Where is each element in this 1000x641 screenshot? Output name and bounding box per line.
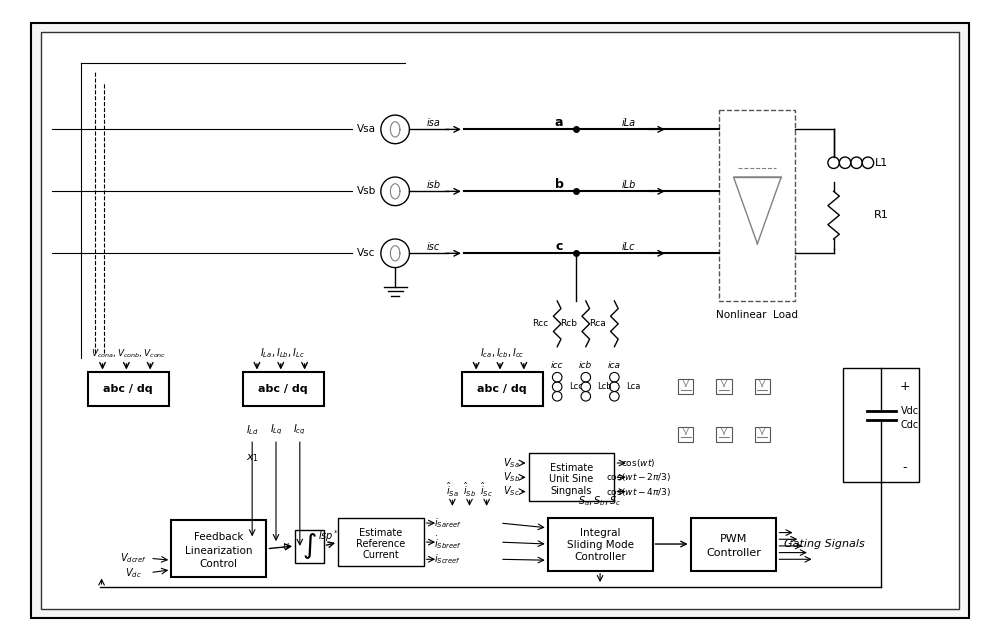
Text: Singnals: Singnals (551, 486, 592, 495)
Text: $Isp^*$: $Isp^*$ (318, 528, 339, 544)
Text: Gating Signals: Gating Signals (784, 539, 864, 549)
Bar (678, 427, 693, 442)
Text: Integral: Integral (580, 528, 620, 538)
Text: Cdc: Cdc (901, 420, 919, 430)
Text: Sliding Mode: Sliding Mode (567, 540, 634, 550)
Text: $S_a, S_b, S_c$: $S_a, S_b, S_c$ (578, 494, 622, 508)
Text: $\cos(wt-4\pi/3)$: $\cos(wt-4\pi/3)$ (606, 486, 671, 497)
Text: abc / dq: abc / dq (477, 384, 527, 394)
Text: Unit Sine: Unit Sine (549, 474, 594, 484)
Text: Feedback: Feedback (194, 533, 244, 542)
Text: $\hat{i}_{Sa}$: $\hat{i}_{Sa}$ (446, 481, 459, 499)
Text: Estimate: Estimate (550, 463, 593, 473)
Text: isb: isb (426, 179, 440, 190)
Text: iLb: iLb (621, 179, 636, 190)
Text: $\int$: $\int$ (302, 531, 317, 561)
Text: Lcc: Lcc (569, 382, 583, 391)
Text: abc / dq: abc / dq (258, 384, 307, 394)
Bar (60, 51, 940, 595)
Bar (755, 379, 770, 394)
Text: $V_{dcref}$: $V_{dcref}$ (120, 551, 147, 565)
Bar (88, 372, 169, 406)
Text: Linearization: Linearization (185, 545, 253, 556)
Text: Current: Current (362, 551, 399, 560)
Text: $I_{cq}$: $I_{cq}$ (293, 422, 306, 437)
Text: Rcb: Rcb (560, 319, 577, 328)
Text: icc: icc (551, 362, 563, 370)
Bar (338, 519, 424, 566)
Bar (691, 519, 776, 570)
Text: $I_{ca},I_{cb},I_{cc}$: $I_{ca},I_{cb},I_{cc}$ (480, 347, 524, 360)
Text: a: a (555, 116, 563, 129)
Text: $V_{Sb}$: $V_{Sb}$ (503, 470, 520, 484)
Text: $x_1$: $x_1$ (246, 453, 259, 464)
Bar (243, 372, 324, 406)
Text: Vdc: Vdc (901, 406, 919, 415)
Text: Reference: Reference (356, 539, 405, 549)
Bar (171, 520, 266, 578)
Text: Control: Control (200, 559, 238, 569)
Text: $I_{La},I_{Lb},I_{Lc}$: $I_{La},I_{Lb},I_{Lc}$ (260, 347, 305, 360)
Text: $V_{cona},V_{conb},V_{conc}$: $V_{cona},V_{conb},V_{conc}$ (91, 347, 166, 360)
Text: iLa: iLa (622, 118, 636, 128)
Text: Vsb: Vsb (357, 187, 376, 196)
Text: $\hat{i}_{Sb}$: $\hat{i}_{Sb}$ (463, 481, 476, 499)
Text: L1: L1 (875, 158, 888, 168)
Text: Vsc: Vsc (357, 248, 376, 258)
Bar (295, 529, 324, 563)
Text: Rcc: Rcc (532, 319, 548, 328)
Text: $\cos(wt-2\pi/3)$: $\cos(wt-2\pi/3)$ (606, 471, 671, 483)
Text: b: b (555, 178, 564, 191)
Text: Lcb: Lcb (598, 382, 612, 391)
Text: $I_{Lq}$: $I_{Lq}$ (270, 422, 282, 437)
Text: Nonlinear  Load: Nonlinear Load (716, 310, 798, 320)
Text: c: c (555, 240, 563, 253)
Text: $i_{Sareef}$: $i_{Sareef}$ (434, 516, 461, 530)
Text: Rca: Rca (589, 319, 606, 328)
Text: $V_{Sa}$: $V_{Sa}$ (503, 456, 520, 470)
Text: iLc: iLc (622, 242, 635, 252)
Text: Estimate: Estimate (359, 528, 402, 538)
Bar (716, 379, 732, 394)
Text: +: + (900, 380, 910, 393)
Text: $\dot{i}_{Sbreef}$: $\dot{i}_{Sbreef}$ (434, 534, 462, 551)
Text: $\cos(wt)$: $\cos(wt)$ (621, 457, 655, 469)
Text: $\hat{i}_{Sc}$: $\hat{i}_{Sc}$ (480, 481, 493, 499)
Text: $V_{Sc}$: $V_{Sc}$ (503, 485, 520, 499)
Bar (843, 368, 919, 482)
Text: $I_{Ld}$: $I_{Ld}$ (246, 423, 259, 437)
Text: Vsa: Vsa (357, 124, 376, 135)
Text: isc: isc (427, 242, 440, 252)
Text: ica: ica (608, 362, 621, 370)
Bar (755, 427, 770, 442)
Text: isa: isa (426, 118, 440, 128)
Bar (462, 372, 543, 406)
Text: R1: R1 (874, 210, 889, 220)
Bar (69, 61, 931, 585)
Text: abc / dq: abc / dq (103, 384, 153, 394)
Bar (716, 427, 732, 442)
Text: Controller: Controller (574, 553, 626, 562)
Text: -: - (903, 462, 907, 474)
Text: icb: icb (579, 362, 592, 370)
Text: u: u (282, 541, 289, 551)
Text: Lca: Lca (626, 382, 641, 391)
Text: PWM: PWM (720, 534, 747, 544)
Text: $V_{dc}$: $V_{dc}$ (125, 566, 141, 579)
Text: Controller: Controller (706, 547, 761, 558)
Text: $i_{Screef}$: $i_{Screef}$ (434, 553, 461, 566)
Bar (529, 453, 614, 501)
Bar (678, 379, 693, 394)
Bar (548, 519, 653, 570)
Bar (719, 110, 795, 301)
